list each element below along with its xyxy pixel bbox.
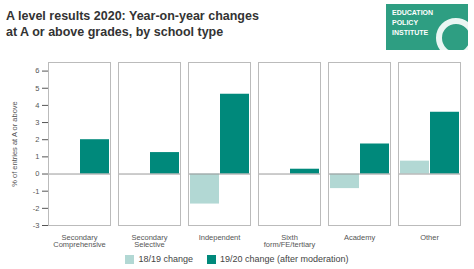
svg-text:4: 4 (35, 101, 39, 110)
html-text:EDUCATION POLICY INSTITUTE: EDUCATION POLICY INSTITUTE (392, 9, 434, 36)
svg-text:SecondarySelective: SecondarySelective (132, 233, 168, 250)
svg-text:-2: -2 (33, 204, 40, 213)
svg-text:-1: -1 (33, 187, 40, 196)
html-text:A level results 2020: Year-on-: A level results 2020: Year-on-year chang… (6, 9, 259, 23)
svg-text:Other: Other (420, 233, 439, 242)
svg-text:% of entries at A or above: % of entries at A or above (10, 101, 19, 186)
svg-text:1: 1 (35, 152, 39, 161)
svg-text:-3: -3 (33, 221, 40, 230)
svg-text:3: 3 (35, 118, 39, 127)
svg-text:2: 2 (35, 135, 39, 144)
svg-text:6: 6 (35, 66, 39, 75)
html-text:at A or above grades, by schoo: at A or above grades, by school type (6, 25, 224, 39)
svg-text:Academy: Academy (344, 233, 376, 242)
svg-text:Sixthform/FE/tertiary: Sixthform/FE/tertiary (264, 233, 316, 250)
html-text:18/19 change: 18/19 change (138, 254, 193, 264)
svg-text:SecondaryComprehensive: SecondaryComprehensive (53, 233, 106, 250)
svg-text:5: 5 (35, 84, 39, 93)
html-text:19/20 change (after moderation: 19/20 change (after moderation) (220, 254, 349, 264)
svg-text:Independent: Independent (199, 233, 242, 242)
svg-text:0: 0 (35, 169, 39, 178)
